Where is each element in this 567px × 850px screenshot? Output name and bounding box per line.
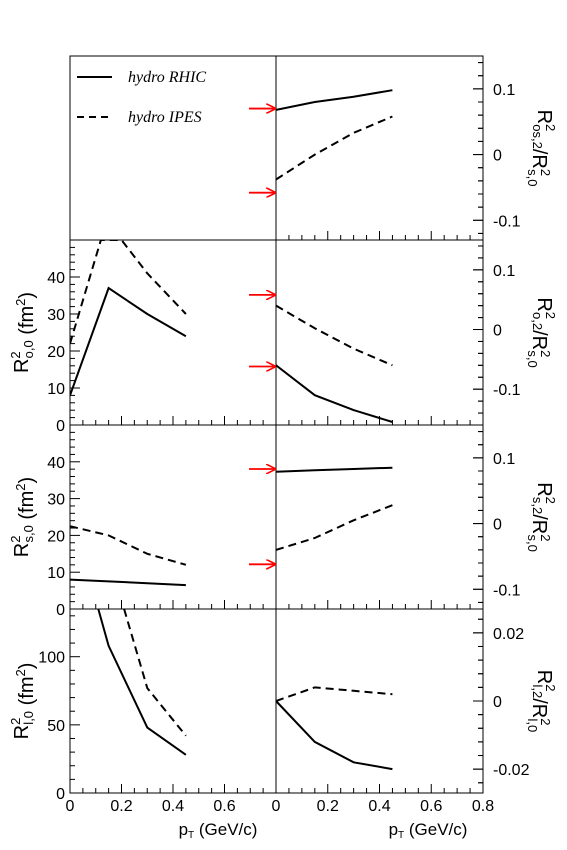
y-tick-label: 0 — [56, 418, 65, 435]
y-tick-label: 0 — [493, 694, 502, 711]
panel-frame — [275, 55, 484, 241]
panel-frame — [275, 239, 484, 426]
x-tick-label: 0 — [66, 798, 75, 815]
x-axis-label-left: pT (GeV/c) — [179, 820, 258, 841]
y-tick-label: 0 — [56, 602, 65, 619]
y-tick-label: 0.1 — [493, 451, 515, 468]
y-tick-label: 20 — [47, 528, 65, 545]
x-tick-label: 0.2 — [317, 798, 339, 815]
y-tick-label: 0 — [56, 786, 65, 803]
series-line-rhic — [97, 609, 187, 756]
panel-Ros2: 0.1 0 -0.1 R2os,2/R2s,0 — [249, 55, 558, 241]
panel-Ro0: 0 10 20 30 40 R2o,0 (fm2) — [8, 239, 277, 435]
series-line-ipes — [276, 504, 393, 551]
panel-frame — [275, 608, 484, 794]
y-tick-label: -0.1 — [493, 382, 521, 399]
panel-Rs0: 0 10 20 30 40 R2s,0 (fm2) — [8, 424, 277, 619]
y-tick-label: 40 — [47, 270, 65, 287]
series-line-rhic — [70, 286, 187, 396]
series-line-ipes — [70, 240, 187, 344]
panel-frame — [69, 608, 277, 794]
y-tick-label: -0.1 — [493, 213, 521, 230]
y-tick-label: 0.1 — [493, 82, 515, 99]
y-tick-label: 0 — [493, 148, 502, 165]
legend-label-rhic: hydro RHIC — [128, 69, 206, 86]
series-line-ipes — [70, 525, 187, 566]
series-line-rhic — [276, 89, 393, 111]
y-axis-label: R2os,2/R2s,0 — [525, 110, 558, 187]
series-line-ipes — [276, 304, 393, 367]
y-tick-label: 0.02 — [493, 626, 524, 643]
y-tick-label: -0.02 — [493, 762, 530, 779]
y-tick-label: 50 — [47, 718, 65, 735]
x-tick-label: 0.4 — [162, 798, 184, 815]
series-line-rhic — [70, 578, 186, 587]
series-line-ipes — [276, 115, 393, 181]
y-tick-label: 20 — [47, 344, 65, 361]
y-axis-label: R2o,0 (fm2) — [8, 292, 38, 373]
y-tick-label: 30 — [47, 307, 65, 324]
series-line-rhic — [276, 700, 393, 771]
x-tick-label: 0.6 — [420, 798, 442, 815]
y-axis-label: R2o,2/R2s,0 — [525, 297, 558, 367]
y-tick-label: 30 — [47, 492, 65, 509]
y-axis-label: R2l,0 (fm2) — [8, 663, 38, 740]
legend-label-ipes: hydro IPES — [128, 109, 202, 126]
x-tick-label: 0.8 — [472, 798, 494, 815]
x-tick-label: 0.4 — [368, 798, 390, 815]
series-line-rhic — [276, 466, 393, 473]
series-line-ipes — [276, 686, 393, 702]
x-tick-label: 0.6 — [213, 798, 235, 815]
y-tick-label: 0 — [493, 323, 502, 340]
panel-Rs2: 0.1 0 -0.1 R2s,2/R2s,0 — [249, 424, 558, 610]
y-tick-label: 10 — [47, 565, 65, 582]
panel-frame — [69, 239, 277, 426]
series-line-ipes — [123, 609, 187, 737]
legend: hydro RHIC hydro IPES — [77, 69, 206, 126]
y-tick-label: 0 — [493, 517, 502, 534]
panel-frame — [275, 424, 484, 610]
x-tick-label: 0 — [272, 798, 281, 815]
panel-Rl0: 0 50 100 0 0.2 0.4 0.6 R2l,0 (fm2) — [8, 608, 277, 815]
y-tick-label: -0.1 — [493, 582, 521, 599]
panels: 0.1 0 -0.1 R2os,2/R2s,0 0 10 20 30 40 R2o,0 (fm2)… — [8, 55, 558, 815]
x-tick-label: 0.2 — [110, 798, 132, 815]
y-tick-label: 40 — [47, 455, 65, 472]
y-tick-label: 0.1 — [493, 263, 515, 280]
series-line-rhic — [276, 364, 393, 423]
panel-Rl2: 0.02 0 -0.02 0 0.2 0.4 0.6 0.8 R2l,2/R2l,0 — [272, 608, 558, 815]
y-tick-label: 10 — [47, 381, 65, 398]
y-axis-label: R2s,2/R2s,0 — [525, 482, 558, 552]
y-axis-label: R2s,0 (fm2) — [8, 477, 38, 557]
y-tick-label: 100 — [38, 650, 65, 667]
x-axis-label-right: pT (GeV/c) — [389, 820, 468, 841]
y-axis-label: R2l,2/R2l,0 — [525, 670, 558, 732]
